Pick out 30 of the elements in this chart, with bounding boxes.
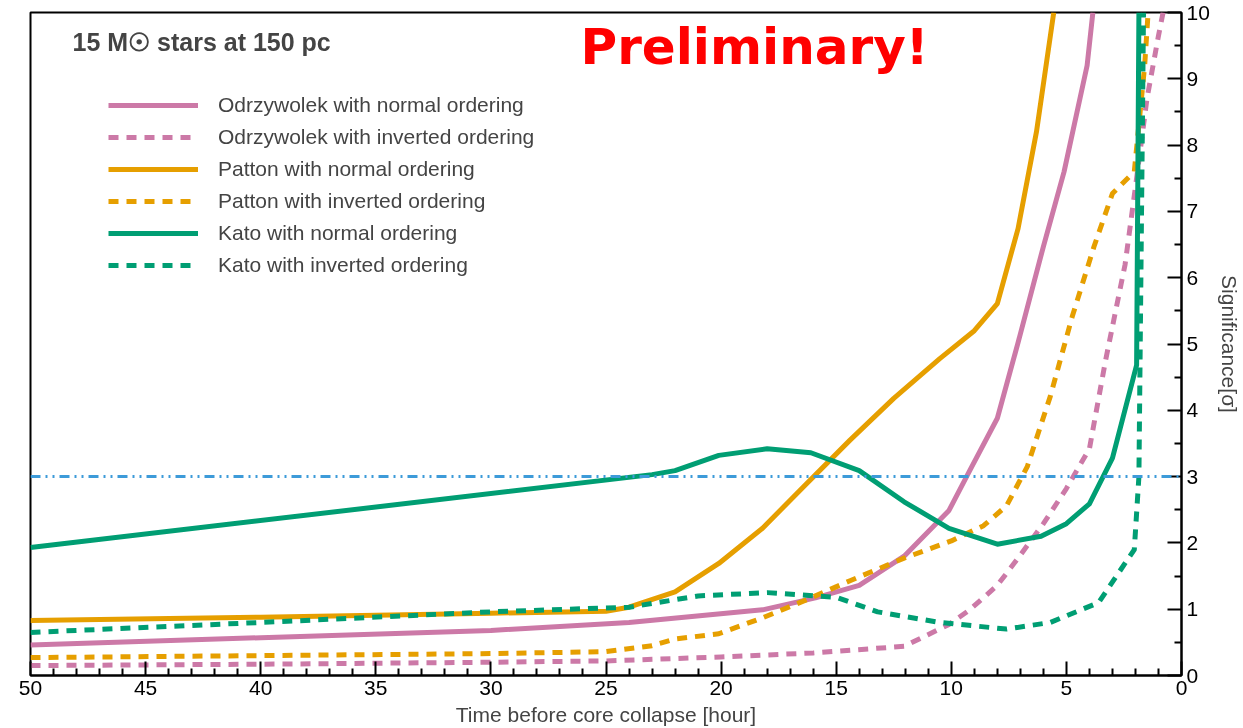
text: 15 M☉ stars at 150 pc [72,27,331,56]
x-tick-label: 15 [824,675,848,699]
legend-label: Odrzywolek with inverted ordering [218,124,535,150]
x-tick-label: 5 [1060,675,1073,699]
legend-label: Patton with inverted ordering [218,188,486,214]
x-tick-label: 30 [479,675,503,699]
x-axis-title: Time before core collapse [hour] [455,702,757,726]
x-tick-label: 10 [939,675,963,699]
legend-label: Patton with normal ordering [218,156,475,182]
x-tick-label: 45 [133,675,158,699]
y-tick-label: 6 [1186,265,1199,289]
y-tick-label: 7 [1186,199,1199,223]
x-tick-label: 20 [709,675,733,699]
annotation: Preliminary! [580,17,929,76]
y-tick-label: 2 [1186,530,1199,554]
legend-label: Kato with inverted ordering [218,252,468,278]
x-tick-label: 50 [18,675,43,699]
y-tick-label: 4 [1186,398,1199,422]
y-tick-label: 9 [1186,66,1199,90]
legend-label: Kato with normal ordering [218,220,458,246]
y-tick-label: 10 [1186,0,1210,24]
x-tick-label: 25 [594,675,618,699]
x-tick-label: 35 [364,675,388,699]
y-axis-title: Significance[σ] [1217,275,1241,413]
y-tick-label: 5 [1186,332,1199,355]
x-tick-label: 40 [249,675,273,699]
y-tick-label: 8 [1186,133,1199,157]
legend-label: Odrzywolek with normal ordering [218,92,524,118]
y-tick-label: 3 [1186,464,1199,488]
y-tick-label: 1 [1186,597,1199,621]
